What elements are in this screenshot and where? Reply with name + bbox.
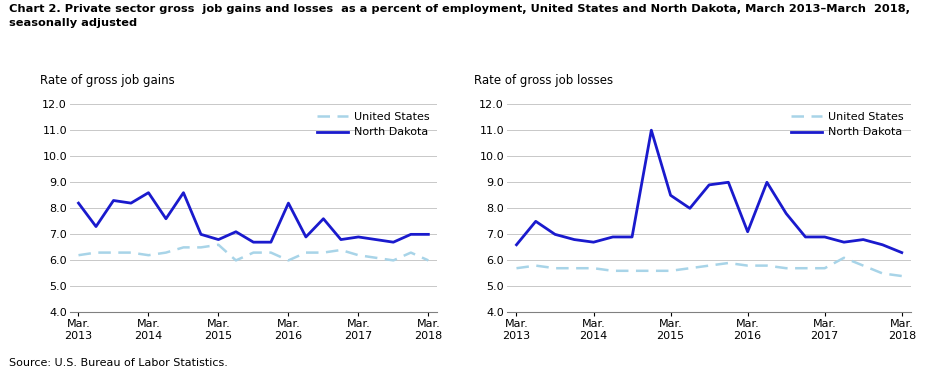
Text: Rate of gross job gains: Rate of gross job gains	[40, 74, 175, 87]
Text: Rate of gross job losses: Rate of gross job losses	[474, 74, 614, 87]
Text: Source: U.S. Bureau of Labor Statistics.: Source: U.S. Bureau of Labor Statistics.	[9, 358, 228, 368]
Legend: United States, North Dakota: United States, North Dakota	[315, 110, 432, 140]
Legend: United States, North Dakota: United States, North Dakota	[790, 110, 906, 140]
Text: Chart 2. Private sector gross  job gains and losses  as a percent of employment,: Chart 2. Private sector gross job gains …	[9, 4, 910, 28]
